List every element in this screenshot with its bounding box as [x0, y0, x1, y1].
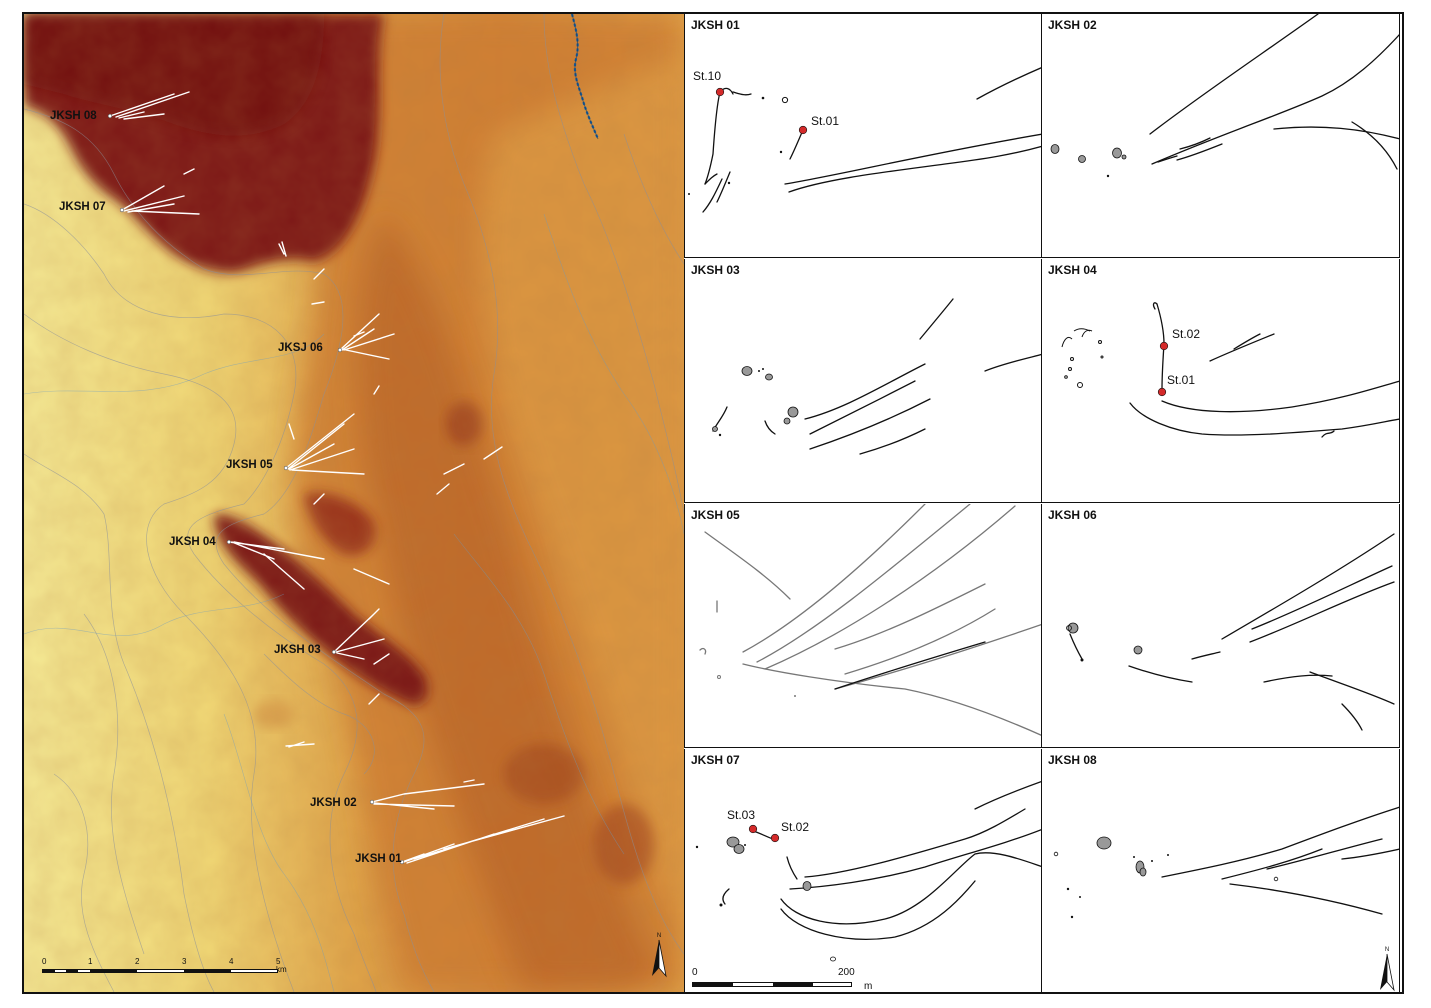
station-marker-st10 — [715, 87, 725, 97]
site-label-jksj-06: JKSJ 06 — [278, 342, 323, 354]
site-label-jksh-08: JKSH 08 — [50, 110, 97, 122]
scale-tick: 0 — [42, 957, 47, 966]
scale-tick: 1 — [88, 957, 93, 966]
station-marker-st03 — [748, 824, 758, 834]
inset-drawing — [1050, 14, 1399, 178]
scale-unit: m — [864, 981, 873, 992]
scale-tick: 4 — [229, 957, 234, 966]
figure-frame: JKSH 08 JKSH 07 JKSJ 06 JKSH 05 JKSH 04 … — [22, 12, 1404, 994]
inset-title: JKSH 06 — [1048, 508, 1097, 522]
site-label-jksh-05: JKSH 05 — [226, 459, 273, 471]
inset-drawing — [1053, 806, 1399, 919]
scale-tick: 5 km — [276, 957, 287, 974]
inset-title: JKSH 03 — [691, 263, 740, 277]
inset-jksh-01[interactable]: JKSH 01 St.10 — [684, 14, 1042, 258]
site-label-jksh-03: JKSH 03 — [274, 644, 321, 656]
inset-jksh-02[interactable]: JKSH 02 — [1042, 14, 1400, 258]
station-label: St.01 — [811, 114, 840, 128]
station-marker-st01 — [798, 125, 808, 135]
inset-title: JKSH 04 — [1048, 263, 1097, 277]
station-label: St.03 — [727, 808, 756, 822]
inset-drawing — [1061, 302, 1399, 438]
scale-tick: 3 — [182, 957, 187, 966]
station-label: St.01 — [1167, 373, 1196, 387]
inset-jksh-03[interactable]: JKSH 03 — [684, 259, 1042, 503]
station-marker-st02 — [1159, 341, 1169, 351]
station-label: St.10 — [693, 69, 722, 83]
site-label-jksh-01: JKSH 01 — [355, 853, 402, 865]
north-arrow-icon: N — [650, 930, 668, 983]
scale-tick: 0 — [692, 967, 698, 978]
svg-text:N: N — [1385, 947, 1389, 953]
scale-bar-segments — [42, 969, 278, 973]
inset-jksh-05[interactable]: JKSH 05 — [684, 504, 1042, 748]
site-detail-grid: JKSH 01 St.10 — [684, 14, 1402, 993]
station-marker-st01 — [1157, 387, 1167, 397]
terrain-map[interactable]: JKSH 08 JKSH 07 JKSJ 06 JKSH 05 JKSH 04 … — [24, 14, 684, 992]
inset-title: JKSH 01 — [691, 18, 740, 32]
inset-title: JKSH 02 — [1048, 18, 1097, 32]
elevation-raster — [24, 14, 684, 992]
site-label-jksh-04: JKSH 04 — [169, 536, 216, 548]
inset-title: JKSH 08 — [1048, 753, 1097, 767]
svg-text:N: N — [657, 933, 661, 939]
station-label: St.02 — [1172, 327, 1201, 341]
site-label-jksh-02: JKSH 02 — [310, 797, 357, 809]
inset-jksh-04[interactable]: JKSH 04 — [1042, 259, 1400, 503]
inset-jksh-07[interactable]: JKSH 07 — [684, 749, 1042, 993]
inset-drawing — [712, 298, 1041, 455]
map-scale-bar: 0 1 2 3 4 5 km — [42, 957, 287, 978]
inset-drawing — [699, 504, 1041, 736]
feature-lines — [109, 91, 565, 864]
inset-jksh-06[interactable]: JKSH 06 — [1042, 504, 1400, 748]
scale-tick: 2 — [135, 957, 140, 966]
site-label-jksh-07: JKSH 07 — [59, 201, 106, 213]
station-label: St.02 — [781, 820, 810, 834]
scale-bar-segments — [692, 982, 852, 987]
inset-title: JKSH 07 — [691, 753, 740, 767]
inset-title: JKSH 05 — [691, 508, 740, 522]
inset-drawing — [695, 781, 1041, 962]
inset-scale-bar: 0 200 m — [692, 964, 892, 992]
inset-drawing — [688, 67, 1041, 213]
scale-tick: 200 — [838, 967, 855, 978]
station-marker-st02 — [770, 833, 780, 843]
north-arrow-icon: N — [1378, 944, 1396, 997]
inset-jksh-08[interactable]: JKSH 08 — [1042, 749, 1400, 993]
inset-drawing — [1066, 533, 1395, 731]
